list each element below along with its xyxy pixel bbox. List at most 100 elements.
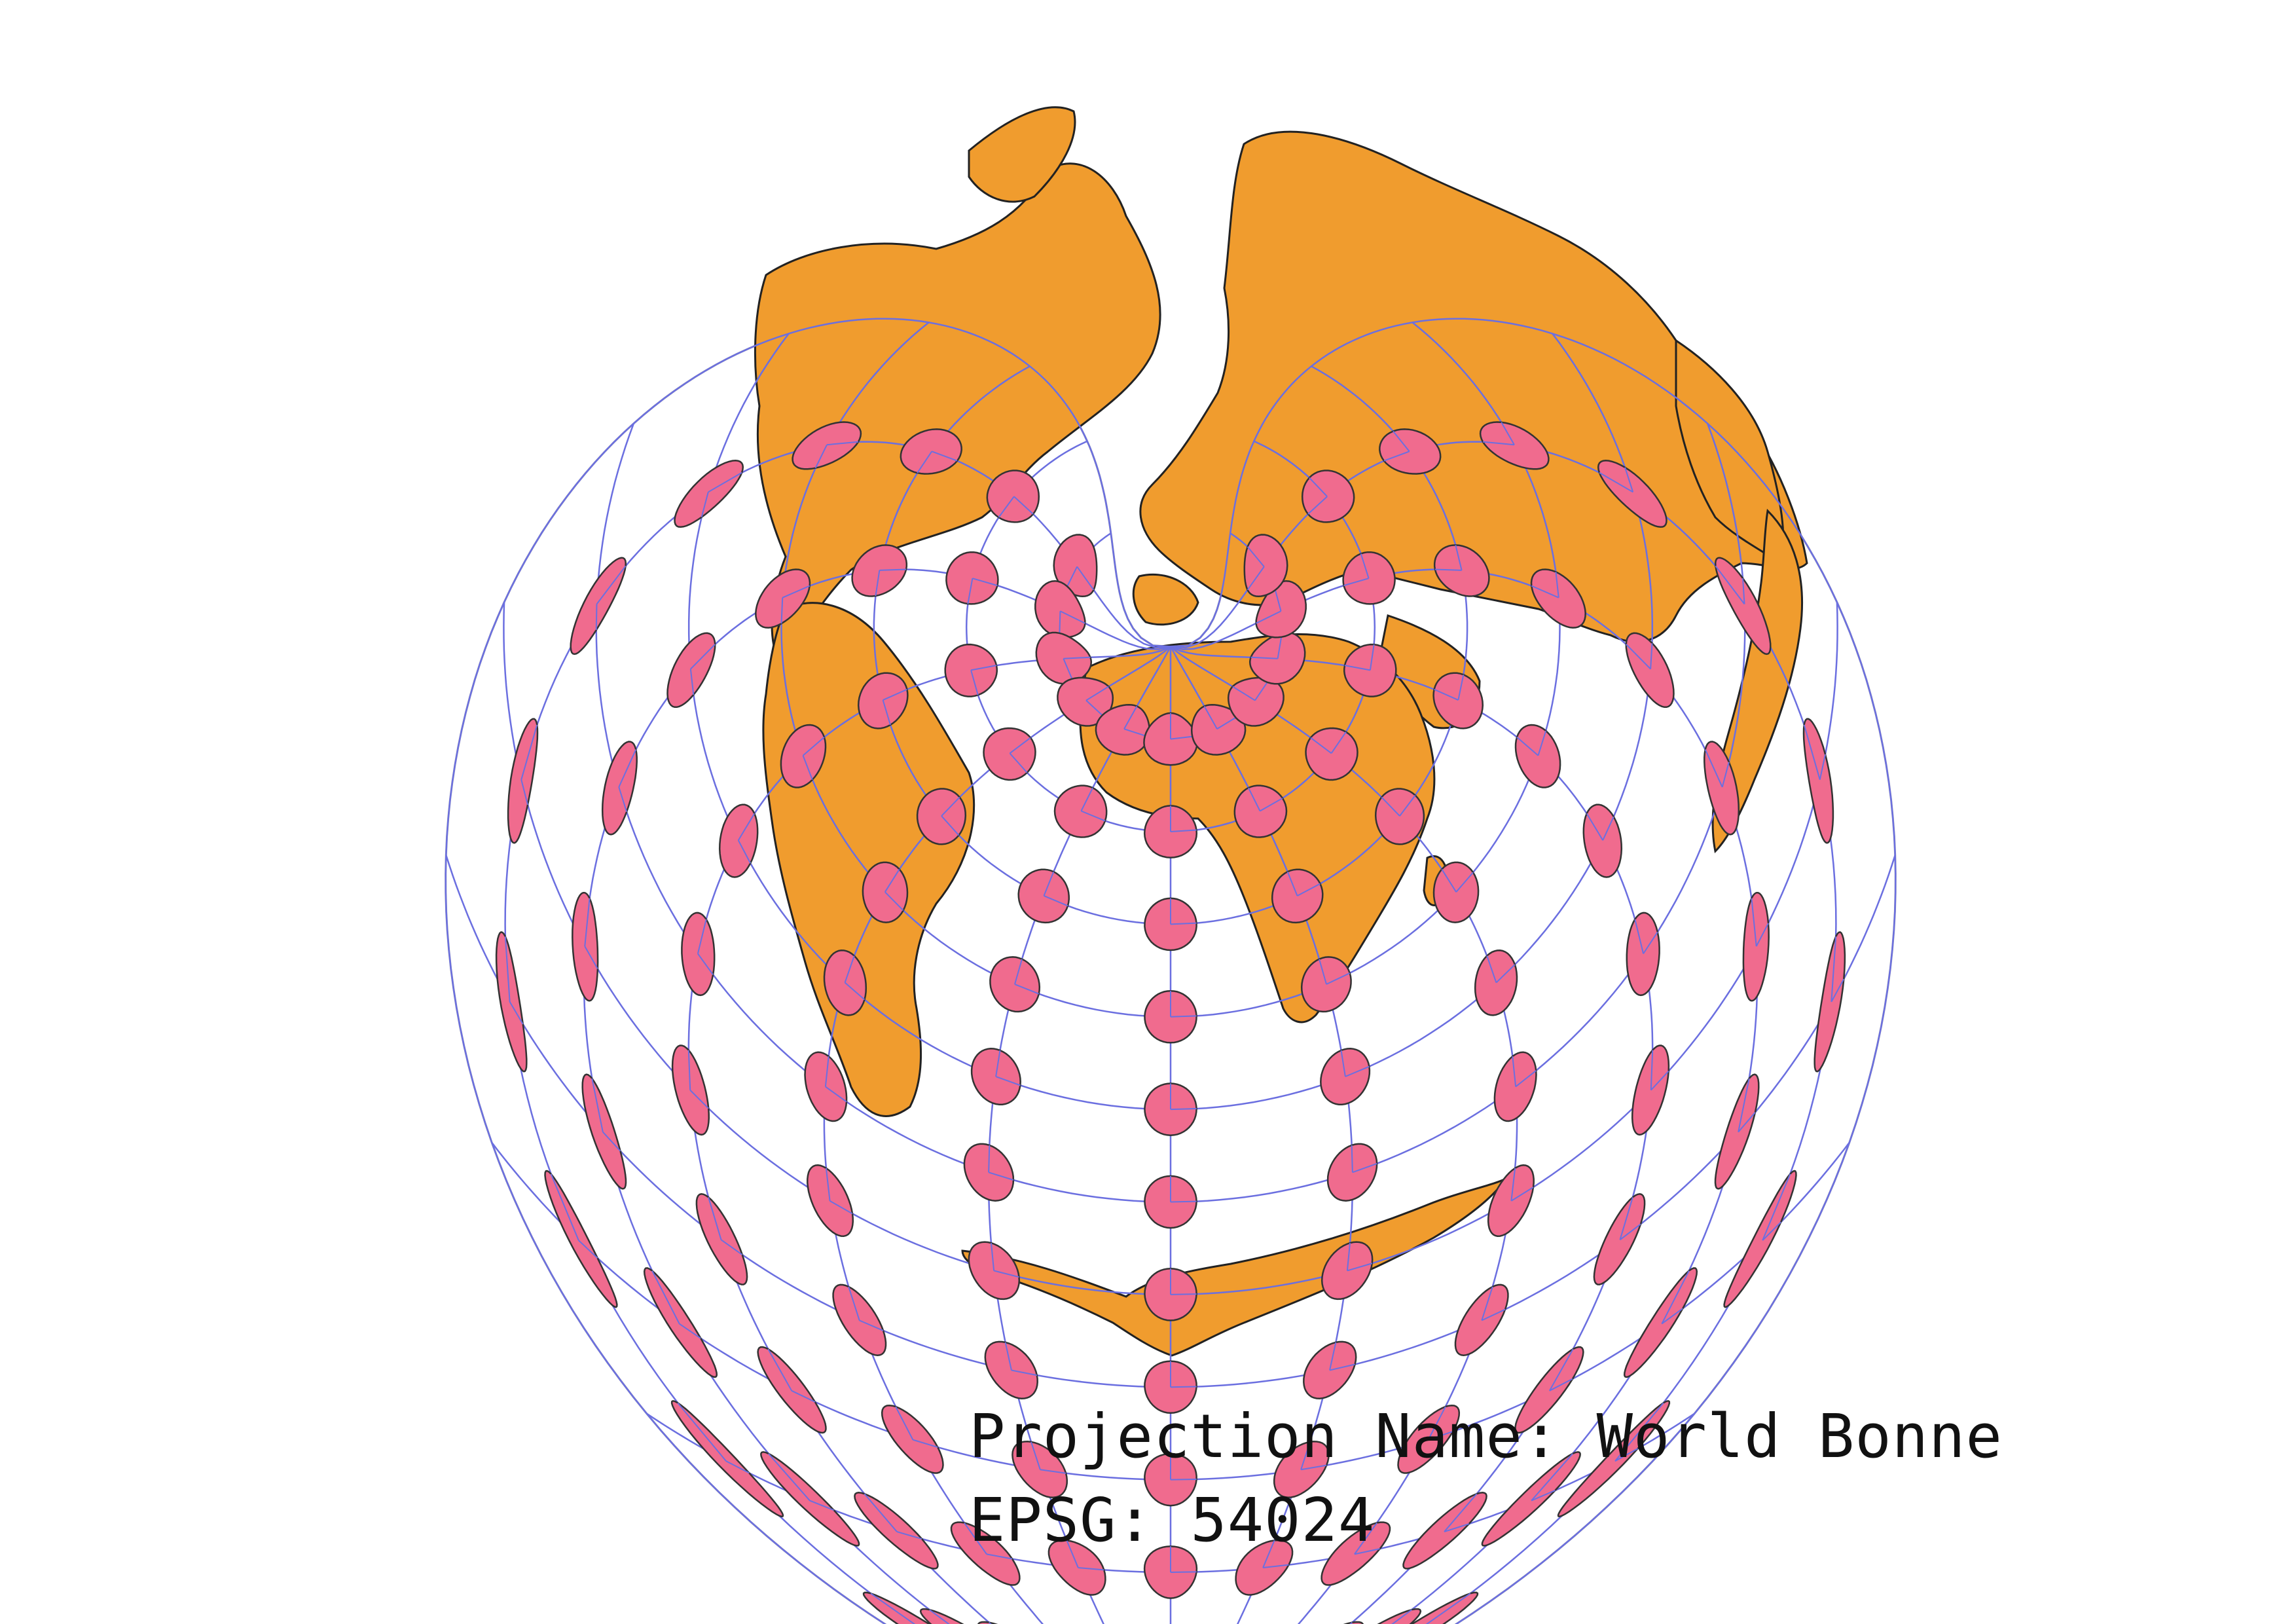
tissot-axis [1262, 1540, 1289, 1569]
tissot-ellipse [1144, 1175, 1197, 1229]
tissot-axis [895, 1406, 938, 1449]
tissot-axis [1300, 1441, 1327, 1471]
tissot-axis [941, 796, 960, 836]
tissot-axis [1170, 1175, 1197, 1203]
tissot-axis [1482, 422, 1515, 446]
tissot-axis [1803, 724, 1827, 780]
tissot-ellipse [1530, 568, 1586, 629]
tissot-ellipse [1305, 727, 1358, 781]
tissot-ellipse [1300, 956, 1352, 1013]
tissot-ellipse [544, 1170, 618, 1308]
tissot-axis [1512, 1056, 1537, 1088]
tissot-axis [689, 644, 716, 695]
tissot-axis [1704, 749, 1730, 788]
tissot-ellipse [1704, 741, 1740, 836]
tissot-axis [1030, 1441, 1066, 1474]
tissot-ellipse [1742, 891, 1770, 1002]
land-arctic-islands [968, 106, 1076, 203]
meridian-line [1170, 318, 1897, 1624]
tissot-axis [814, 441, 859, 469]
tissot-axis [677, 1402, 750, 1474]
tissot-axis [1170, 1454, 1197, 1481]
tissot-axis [884, 868, 904, 912]
tissot-ellipse [983, 727, 1036, 781]
tissot-axis [864, 1493, 922, 1540]
tissot-axis [1170, 991, 1197, 1018]
tissot-ellipse [1714, 1073, 1760, 1190]
tissot-ellipse [1227, 676, 1285, 727]
tissot-axis [995, 1050, 1021, 1086]
projection-name-label: Projection Name: [969, 1401, 1560, 1471]
tissot-axis [970, 665, 997, 695]
tissot-ellipse [1379, 428, 1442, 475]
tissot-axis [988, 1145, 1014, 1181]
tissot-ellipse [581, 1073, 627, 1190]
meridian-line [445, 318, 1171, 1624]
epsg-value: 54024 [1190, 1485, 1376, 1555]
tissot-axis [1391, 1609, 1412, 1624]
tissot-axis [1286, 871, 1321, 896]
tissot-ellipse [986, 470, 1040, 523]
tissot-axis [844, 955, 866, 1001]
tissot-ellipse [674, 459, 744, 528]
tissot-ellipse [570, 557, 627, 655]
tissot-axis [967, 578, 998, 604]
tissot-axis [1170, 1546, 1197, 1573]
tissot-axis [1614, 1402, 1664, 1462]
tissot-axis [1014, 959, 1040, 995]
tissot-ellipse [945, 551, 999, 605]
tissot-axis [1343, 553, 1370, 587]
tissot-axis [1650, 1050, 1669, 1091]
tissot-axis [697, 919, 714, 976]
tissot-axis [1307, 477, 1328, 515]
tissot-axis [1346, 1243, 1373, 1272]
tissot-ellipse [760, 1451, 860, 1547]
tissot-ellipse [1377, 1608, 1422, 1624]
tissot-axis [964, 1522, 1013, 1560]
tissot-axis [1510, 1168, 1534, 1202]
tissot-axis [802, 736, 825, 781]
tissot-axis [520, 724, 538, 805]
tissot-ellipse [1593, 1193, 1646, 1285]
tissot-axis [1248, 787, 1283, 812]
tissot-axis [737, 813, 756, 864]
tissot-ellipse [1053, 784, 1108, 838]
tissot-axis [1738, 1078, 1756, 1133]
tissot-axis [1619, 1197, 1641, 1241]
tissot-axis [1004, 1342, 1037, 1376]
tissot-axis [875, 568, 907, 597]
tissot-ellipse [1432, 861, 1480, 923]
tissot-axis [1351, 1145, 1377, 1173]
tissot-ellipse [1597, 459, 1667, 528]
tissot-axis [1381, 794, 1416, 817]
tissot-axis [1170, 1268, 1197, 1295]
tissot-ellipse [1057, 676, 1114, 727]
tissot-axis [708, 1197, 743, 1255]
tissot-axis [1516, 730, 1547, 756]
tissot-axis [848, 1286, 884, 1331]
tissot-axis [768, 1453, 835, 1511]
tissot-axis [1762, 1173, 1791, 1241]
tissot-axis [1715, 565, 1745, 605]
epsg-label: EPSG: [969, 1485, 1154, 1555]
tissot-indicatrix [495, 421, 1846, 1624]
tissot-axis [1340, 1050, 1370, 1077]
tissot-axis [1626, 643, 1653, 670]
tissot-axis [1170, 1083, 1197, 1111]
tissot-axis [917, 451, 958, 473]
tissot-axis [1586, 813, 1614, 841]
tissot-ellipse [950, 1521, 1021, 1586]
tissot-axis [1170, 1361, 1197, 1388]
tissot-axis [701, 471, 742, 517]
tissot-axis [1310, 731, 1347, 754]
tissot-ellipse [1723, 1170, 1797, 1308]
tissot-axis [1425, 1593, 1471, 1624]
tissot-ellipse [1813, 931, 1846, 1073]
tissot-ellipse [1017, 868, 1070, 924]
projection-name-value: World Bonne [1596, 1401, 2003, 1471]
land-east-edge [1711, 508, 1803, 854]
tissot-axis [1486, 955, 1516, 984]
tissot-axis [1599, 467, 1634, 493]
tissot-axis [990, 1243, 1019, 1278]
tissot-axis [1531, 1453, 1573, 1502]
